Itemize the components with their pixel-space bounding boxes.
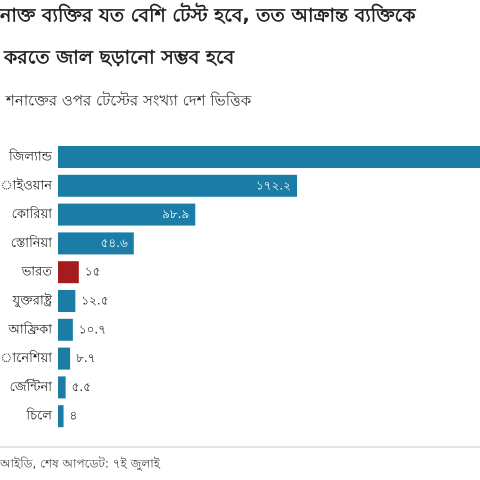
value-label: ১০.৭ bbox=[79, 322, 106, 336]
y-tick-label: কোরিয়া bbox=[12, 206, 53, 222]
value-label: ৫.৫ bbox=[72, 380, 91, 394]
chart-title: নাক্ত ব্যক্তির যত বেশি টেস্ট হবে, তত আক্… bbox=[0, 3, 416, 27]
y-tick-label: ভারত bbox=[21, 265, 53, 280]
bar bbox=[58, 261, 79, 284]
y-tick-label: ানেশিয়া bbox=[0, 350, 52, 366]
bar bbox=[58, 174, 298, 197]
y-tick-label: াইওয়ান bbox=[1, 177, 53, 193]
y-tick-label: জিল্যান্ড bbox=[8, 149, 53, 165]
y-tick-label: চিলে bbox=[25, 408, 52, 424]
value-label: ১২.৫ bbox=[81, 294, 108, 308]
value-label: ৪ bbox=[70, 409, 78, 423]
value-label: ৯৮.৯ bbox=[162, 207, 189, 221]
bar bbox=[58, 318, 73, 341]
chart-subtitle: শনাক্তের ওপর টেস্টের সংখ্যা দেশ ভিত্তিক bbox=[5, 92, 252, 110]
value-label: ১৫ bbox=[85, 265, 101, 279]
bar bbox=[58, 376, 66, 399]
bar bbox=[58, 203, 196, 226]
y-tick-label: স্তোনিয়া bbox=[11, 235, 53, 251]
bar bbox=[58, 232, 134, 255]
y-tick-label: র্জেন্টিনা bbox=[10, 379, 53, 395]
bar bbox=[58, 405, 64, 428]
value-label: ৮.৭ bbox=[76, 351, 95, 365]
bar bbox=[58, 290, 76, 312]
footer: আইডি, শেষ আপডেট: ৭ই জুলাই bbox=[0, 457, 161, 472]
value-label: ১৭২.২ bbox=[256, 178, 291, 192]
bar bbox=[58, 347, 71, 370]
y-tick-label: আফ্রিকা bbox=[8, 321, 53, 337]
value-label: ৫৪.৬ bbox=[101, 236, 128, 250]
y-tick-label: যুক্তরাষ্ট্র bbox=[12, 293, 53, 309]
chart-title: করতে জাল ছড়ানো সম্ভব হবে bbox=[3, 47, 236, 69]
bar bbox=[58, 146, 480, 168]
